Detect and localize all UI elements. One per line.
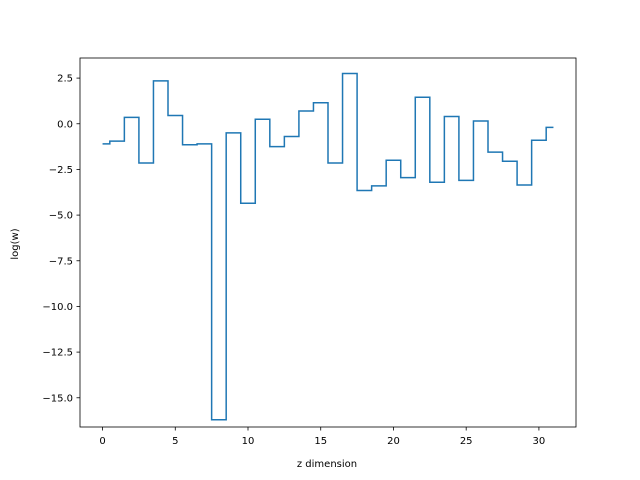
y-axis-label: log(w): [10, 228, 21, 259]
y-tick-label: 0.0: [57, 119, 73, 130]
series-line-0: [102, 72, 554, 421]
x-tick-label: 0: [99, 436, 105, 447]
x-tick-label: 30: [533, 436, 546, 447]
y-tick-label: −7.5: [49, 256, 73, 267]
x-tick-label: 5: [172, 436, 178, 447]
x-tick-label: 10: [242, 436, 255, 447]
x-axis-label: z dimension: [297, 459, 357, 470]
y-tick-label: −10.0: [42, 302, 73, 313]
x-axis-ticks: 0 5 10 15 20 25 30: [99, 427, 545, 447]
axes-frame: [79, 57, 577, 428]
y-tick-label: −15.0: [42, 393, 73, 404]
y-tick-label: −2.5: [49, 165, 73, 176]
y-axis-ticks: 2.5 0.0 −2.5 −5.0 −7.5 −10.0 −12.5 −15.0: [42, 74, 80, 404]
x-tick-label: 25: [460, 436, 473, 447]
y-tick-label: −12.5: [42, 348, 73, 359]
y-tick-label: 2.5: [57, 74, 73, 85]
plot-area: [79, 57, 577, 428]
y-tick-label: −5.0: [49, 211, 73, 222]
x-tick-label: 20: [387, 436, 400, 447]
x-tick-label: 15: [314, 436, 327, 447]
